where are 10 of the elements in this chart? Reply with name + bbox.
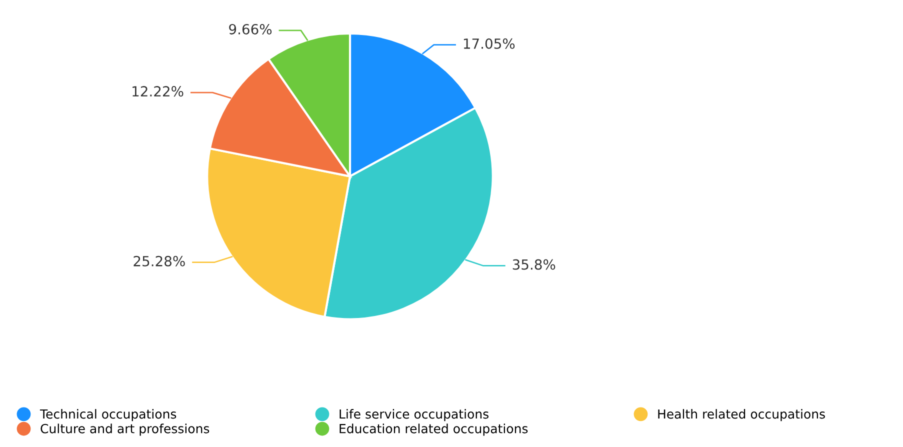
legend-label: Health related occupations	[658, 409, 825, 422]
data-label: 12.22%	[132, 86, 184, 97]
data-label: 17.05%	[464, 38, 515, 49]
legend-label: Technical occupations	[40, 409, 176, 422]
legend-label: Education related occupations	[340, 424, 528, 436]
data-label: 9.66%	[229, 24, 272, 34]
legend-label: Culture and art professions	[40, 424, 210, 436]
legend-label: Life service occupations	[340, 409, 488, 422]
data-label: 25.28%	[134, 256, 185, 266]
data-label: 35.8%	[512, 259, 556, 270]
